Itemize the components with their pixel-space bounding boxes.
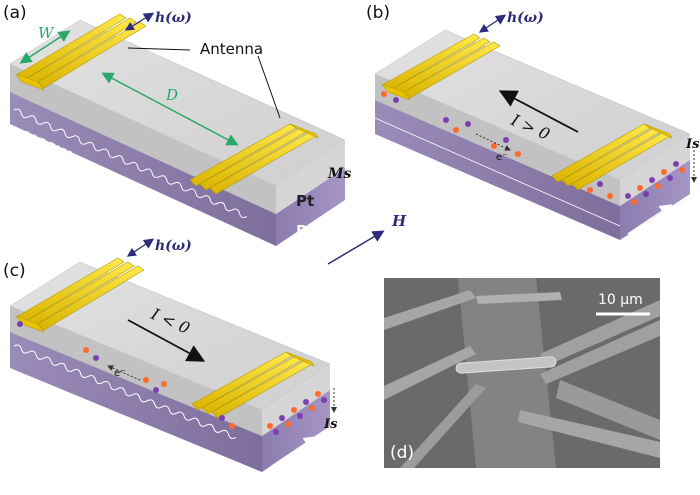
spin-accumulation-c	[17, 321, 235, 429]
h-omega-label-b: h(ω)	[507, 10, 544, 26]
mssw-wave	[13, 108, 247, 218]
spin-end-face-c	[267, 391, 327, 435]
mssw-wave-c	[13, 344, 237, 439]
h-omega-label-c: h(ω)	[155, 238, 192, 254]
panel-c-label: (c)	[3, 261, 26, 281]
py-end-face-b	[620, 160, 690, 240]
panel-d-sem-image: 10 μm (d)	[384, 278, 660, 468]
electron-label-b: e⁻	[496, 152, 507, 163]
electron-arrow-c	[107, 365, 141, 381]
field-arrow	[327, 230, 385, 265]
current-arrow-c	[127, 319, 206, 362]
py-arrow-b	[627, 204, 673, 235]
spin-end-face-b	[625, 161, 685, 205]
scale-label: 10 μm	[598, 292, 643, 308]
magnetization-arrow	[299, 220, 337, 245]
py-arrow-c	[271, 436, 317, 467]
py-front-side-c	[10, 332, 262, 472]
distance-dimension-arrow	[101, 72, 239, 146]
panel-b-label: (b)	[366, 3, 390, 23]
py-label: Py	[296, 222, 317, 240]
py-front-side	[10, 92, 276, 246]
h-omega-label: h(ω)	[155, 10, 192, 26]
current-arrow-b	[498, 90, 579, 133]
spin-accumulation-b	[381, 91, 613, 199]
field-label: H	[391, 212, 407, 230]
panel-d-label: (d)	[390, 443, 414, 463]
antenna-left-b	[381, 33, 501, 101]
h-omega-arrow-c	[126, 238, 155, 257]
h-omega-arrow-b	[478, 14, 507, 33]
is-label-b: Is	[685, 137, 700, 152]
antenna-pointer-right	[257, 55, 281, 119]
antenna-right-c	[191, 351, 315, 419]
panel-a-label: (a)	[3, 3, 27, 23]
py-end-face	[276, 168, 345, 246]
panel-c: h(ω) I < 0 e⁻ Is (c)	[3, 238, 338, 472]
pt-end-face	[276, 140, 345, 214]
antenna-right	[189, 123, 319, 195]
width-label: W	[38, 24, 55, 42]
h-omega-arrow	[124, 12, 155, 31]
ms-label: Ms	[327, 166, 351, 182]
antenna-label: Antenna	[200, 40, 263, 58]
antenna-pointer-left	[127, 47, 191, 51]
distance-label: D	[165, 86, 178, 104]
pt-label: Pt	[296, 192, 314, 210]
py-front-side-b	[375, 100, 620, 240]
electron-label-c: e⁻	[114, 368, 125, 379]
antenna-left-c	[15, 257, 145, 333]
panel-b: h(ω) I > 0 e⁻ Is	[366, 3, 700, 240]
antenna-right-b	[551, 123, 673, 191]
width-dimension-arrow	[19, 30, 71, 64]
interface-line-b	[374, 117, 621, 227]
panel-a: W D h(ω) Antenna MSSW Pt Py Ms (a)	[3, 3, 351, 246]
is-label-c: Is	[323, 417, 338, 432]
